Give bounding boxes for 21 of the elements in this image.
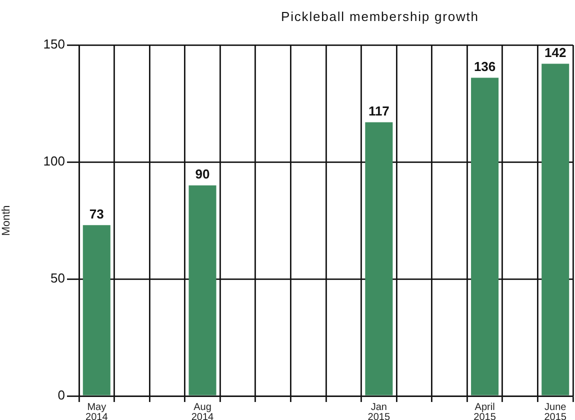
data-label: 142	[544, 44, 566, 60]
x-tick-label: May 2014	[86, 402, 108, 420]
bar	[471, 78, 499, 396]
y-tick-label: 50	[50, 270, 65, 286]
x-tick-label: Aug 2014	[191, 402, 214, 420]
y-axis-title: Month	[0, 205, 13, 236]
x-tick-label: Jan 2015	[368, 402, 390, 420]
chart-title: Pickleball membership growth	[280, 9, 480, 24]
bar	[188, 185, 216, 396]
x-tick-label: April 2015	[474, 402, 496, 420]
x-tick-label: June 2015	[544, 402, 567, 420]
bar	[542, 64, 570, 396]
y-tick-label: 150	[43, 36, 65, 52]
data-label: 90	[195, 166, 210, 182]
y-tick-label: 0	[58, 388, 65, 403]
bar	[82, 225, 110, 396]
data-label: 73	[89, 206, 104, 222]
data-label: 136	[474, 58, 496, 74]
data-label: 117	[368, 103, 390, 118]
bar	[365, 122, 393, 396]
y-tick-label: 100	[43, 154, 65, 169]
